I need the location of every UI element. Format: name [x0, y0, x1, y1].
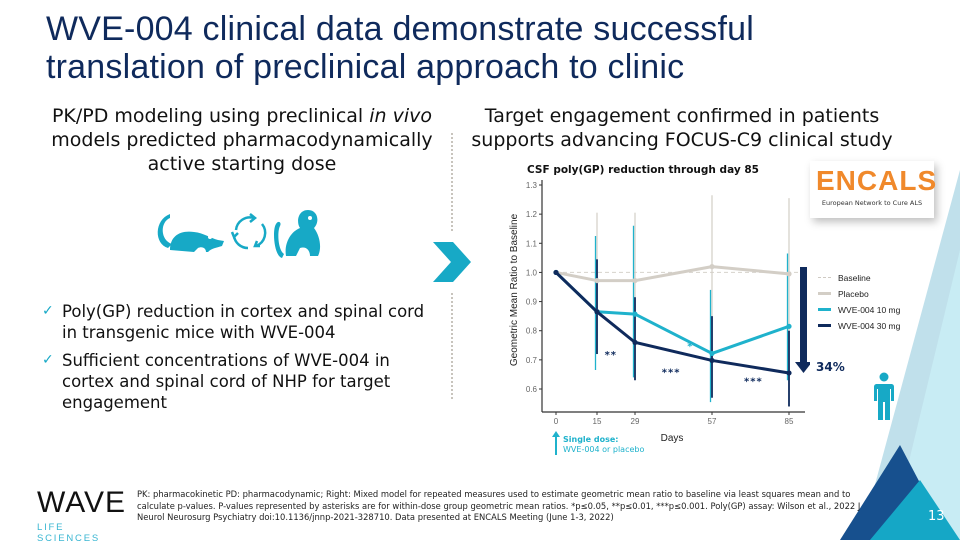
- data-point: [709, 350, 715, 357]
- significance-annotation: ***: [662, 368, 681, 379]
- legend-label: Baseline: [838, 273, 871, 283]
- legend-label: WVE-004 10 mg: [838, 305, 901, 315]
- data-point: [709, 264, 715, 270]
- significance-annotation: *: [687, 341, 693, 352]
- chart-legend: Baseline Placebo WVE-004 10 mg WVE-004 3…: [816, 270, 916, 334]
- bullet-text: Poly(GP) reduction in cortex and spinal …: [62, 302, 425, 342]
- data-point: [786, 271, 792, 277]
- x-tick-label: 85: [785, 417, 794, 426]
- series-line-wve-004-10-mg: [554, 271, 790, 355]
- check-icon: ✓: [42, 352, 54, 368]
- x-axis-label: Days: [661, 433, 684, 444]
- bullet-item: ✓ Poly(GP) reduction in cortex and spinal…: [42, 301, 442, 343]
- cycle-arrows-icon: [230, 213, 267, 250]
- left-heading-italic: in vivo: [369, 105, 433, 127]
- monkey-icon: [274, 210, 321, 258]
- mouse-icon: [157, 214, 224, 252]
- data-point: [594, 277, 600, 284]
- data-point: [786, 323, 792, 329]
- wave-logo: WAVE LIFE SCIENCES: [37, 486, 127, 544]
- person-icon: [874, 372, 894, 420]
- x-tick-label: 15: [593, 417, 602, 426]
- legend-label: Placebo: [838, 289, 869, 299]
- slide-title: WVE-004 clinical data demonstrate succes…: [46, 10, 755, 86]
- footnote: PK: pharmacokinetic PD: pharmacodynamic;…: [137, 489, 861, 522]
- y-tick-label: 0.8: [526, 327, 538, 336]
- reduction-percent: 34%: [816, 360, 845, 374]
- page-number: 13: [928, 509, 945, 524]
- wave-logo-text: WAVE: [37, 486, 127, 519]
- dose-note: WVE-004 or placebo: [563, 445, 644, 454]
- chart-title: CSF poly(GP) reduction through day 85: [527, 164, 759, 176]
- legend-item-30mg: WVE-004 30 mg: [816, 318, 916, 334]
- x-tick-label: 29: [631, 417, 640, 426]
- significance-annotation: ***: [744, 376, 763, 387]
- wave-logo-subtitle: LIFE SCIENCES: [37, 522, 100, 544]
- encals-logo: ENCALS European Network to Cure ALS: [810, 161, 938, 218]
- y-tick-label: 1.0: [526, 268, 538, 277]
- x-tick-label: 57: [708, 417, 717, 426]
- bullet-item: ✓ Sufficient concentrations of WVE-004 in…: [42, 350, 442, 413]
- preclinical-icons: [157, 210, 321, 258]
- x-tick-label: 0: [554, 417, 559, 426]
- significance-annotation: **: [605, 350, 617, 361]
- data-point: [632, 311, 638, 317]
- dose-note-bold: Single dose:: [563, 435, 619, 444]
- single-dose-arrow-icon: [552, 431, 560, 455]
- dotted-divider-bottom: [451, 293, 453, 399]
- y-axis-label: Geometric Mean Ratio to Baseline: [509, 213, 520, 366]
- y-tick-label: 1.3: [526, 181, 538, 190]
- series-line-wve-004-30-mg: [554, 271, 790, 375]
- legend-item-placebo: Placebo: [816, 286, 916, 302]
- data-point: [594, 309, 600, 315]
- chevron-right-icon: [433, 242, 471, 282]
- encals-subtitle: European Network to Cure ALS: [821, 199, 923, 207]
- check-icon: ✓: [42, 303, 54, 319]
- y-tick-label: 0.9: [526, 298, 538, 307]
- left-heading-text: PK/PD modeling using preclinical: [51, 105, 370, 127]
- legend-label: WVE-004 30 mg: [838, 321, 901, 331]
- reduction-arrow-icon: [795, 267, 810, 373]
- left-heading: PK/PD modeling using preclinical in vivo…: [32, 104, 452, 176]
- poly-gp-chart: CSF poly(GP) reduction through day 85 0.…: [509, 164, 810, 455]
- y-tick-label: 0.7: [526, 356, 538, 365]
- legend-item-baseline: Baseline: [816, 270, 916, 286]
- dotted-divider-top: [451, 133, 453, 231]
- data-point: [709, 357, 715, 364]
- data-point: [786, 370, 792, 376]
- series-line-placebo: [555, 265, 790, 283]
- encals-name: ENCALS: [816, 165, 938, 196]
- bullet-text: Sufficient concentrations of WVE-004 in …: [62, 351, 391, 412]
- bullet-list: ✓ Poly(GP) reduction in cortex and spinal…: [42, 301, 442, 420]
- left-heading-text-2: models predicted pharmacodynamically act…: [51, 129, 433, 175]
- right-heading: Target engagement confirmed in patients …: [471, 105, 893, 151]
- y-tick-label: 1.1: [526, 239, 538, 248]
- y-tick-label: 0.6: [526, 385, 538, 394]
- data-point: [632, 277, 638, 284]
- legend-item-10mg: WVE-004 10 mg: [816, 302, 916, 318]
- data-point: [632, 339, 638, 345]
- y-tick-label: 1.2: [526, 210, 538, 219]
- data-point: [553, 269, 559, 276]
